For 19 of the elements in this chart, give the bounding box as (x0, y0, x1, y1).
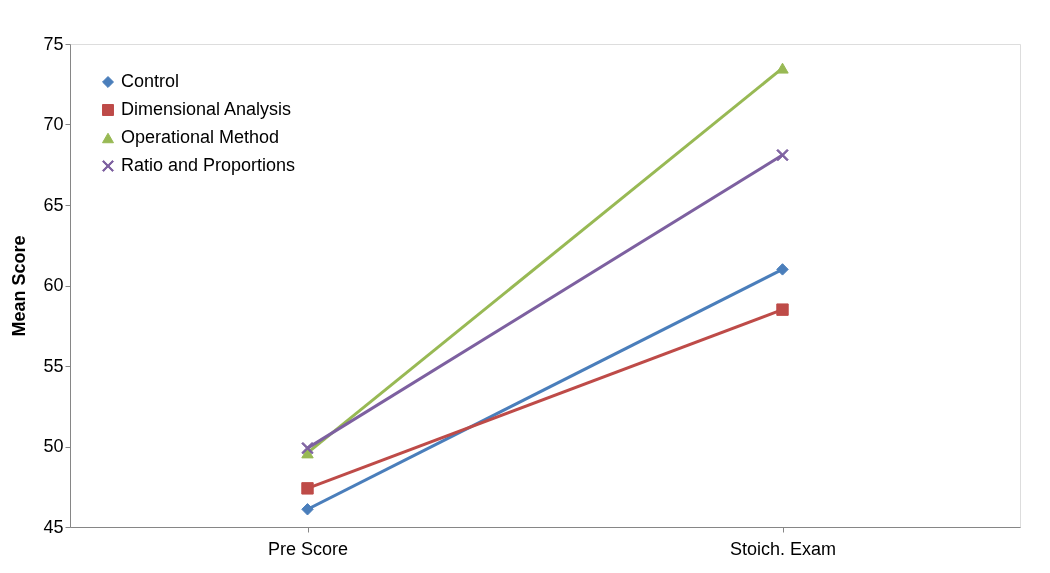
legend-label: Dimensional Analysis (121, 99, 292, 119)
y-tick-label: 55 (43, 355, 64, 376)
y-tick-label: 50 (43, 436, 64, 456)
legend-label: Operational Method (121, 127, 280, 147)
point (776, 303, 789, 316)
y-tick-label: 75 (43, 33, 64, 54)
point (776, 148, 789, 162)
y-tick-label: 45 (43, 516, 64, 537)
legend-label: Ratio and Proportions (121, 155, 296, 175)
x-tick-label: Pre Score (267, 538, 349, 559)
point (301, 482, 314, 495)
point (301, 503, 314, 516)
y-tick-label: 60 (43, 275, 64, 295)
x-tick-label: Stoich. Exam (729, 538, 837, 559)
y-axis-title: Mean Score (9, 235, 30, 337)
legend-label: Control (121, 71, 180, 91)
y-tick-label: 65 (43, 194, 64, 215)
y-tick-label: 70 (43, 114, 64, 134)
point (776, 263, 789, 276)
